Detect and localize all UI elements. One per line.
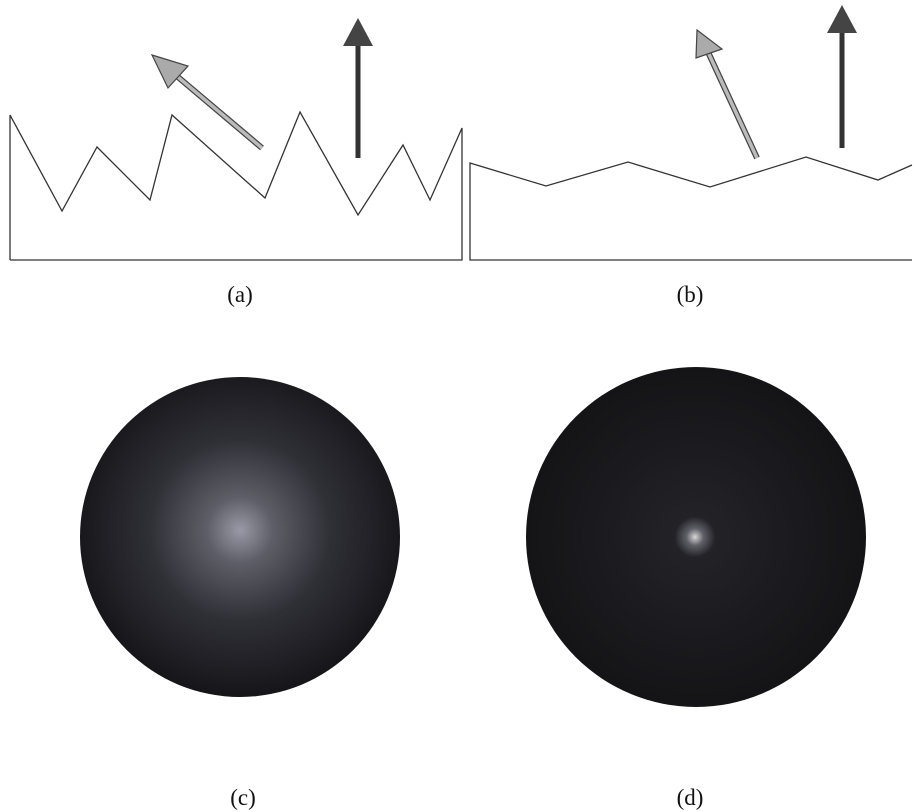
reflected-arrowhead xyxy=(696,30,722,58)
smooth-sphere xyxy=(526,367,866,707)
panel-label: (c) xyxy=(230,785,256,810)
rough-sphere xyxy=(80,377,400,697)
panel-b: (b) xyxy=(470,5,912,307)
rough-surface xyxy=(10,112,462,260)
panel-d: (d) xyxy=(526,367,866,810)
panel-label: (b) xyxy=(677,282,704,307)
panel-label: (d) xyxy=(677,785,704,810)
panel-a: (a) xyxy=(10,18,462,307)
figure: (a) (b) (c) (d) xyxy=(0,0,914,812)
smooth-surface xyxy=(470,157,912,260)
panel-c: (c) xyxy=(80,377,400,810)
reflected-ray-fill xyxy=(708,52,757,158)
reflected-ray-fill xyxy=(172,72,262,148)
normal-arrowhead xyxy=(343,18,373,46)
normal-arrowhead xyxy=(827,5,857,33)
panel-label: (a) xyxy=(227,282,253,307)
